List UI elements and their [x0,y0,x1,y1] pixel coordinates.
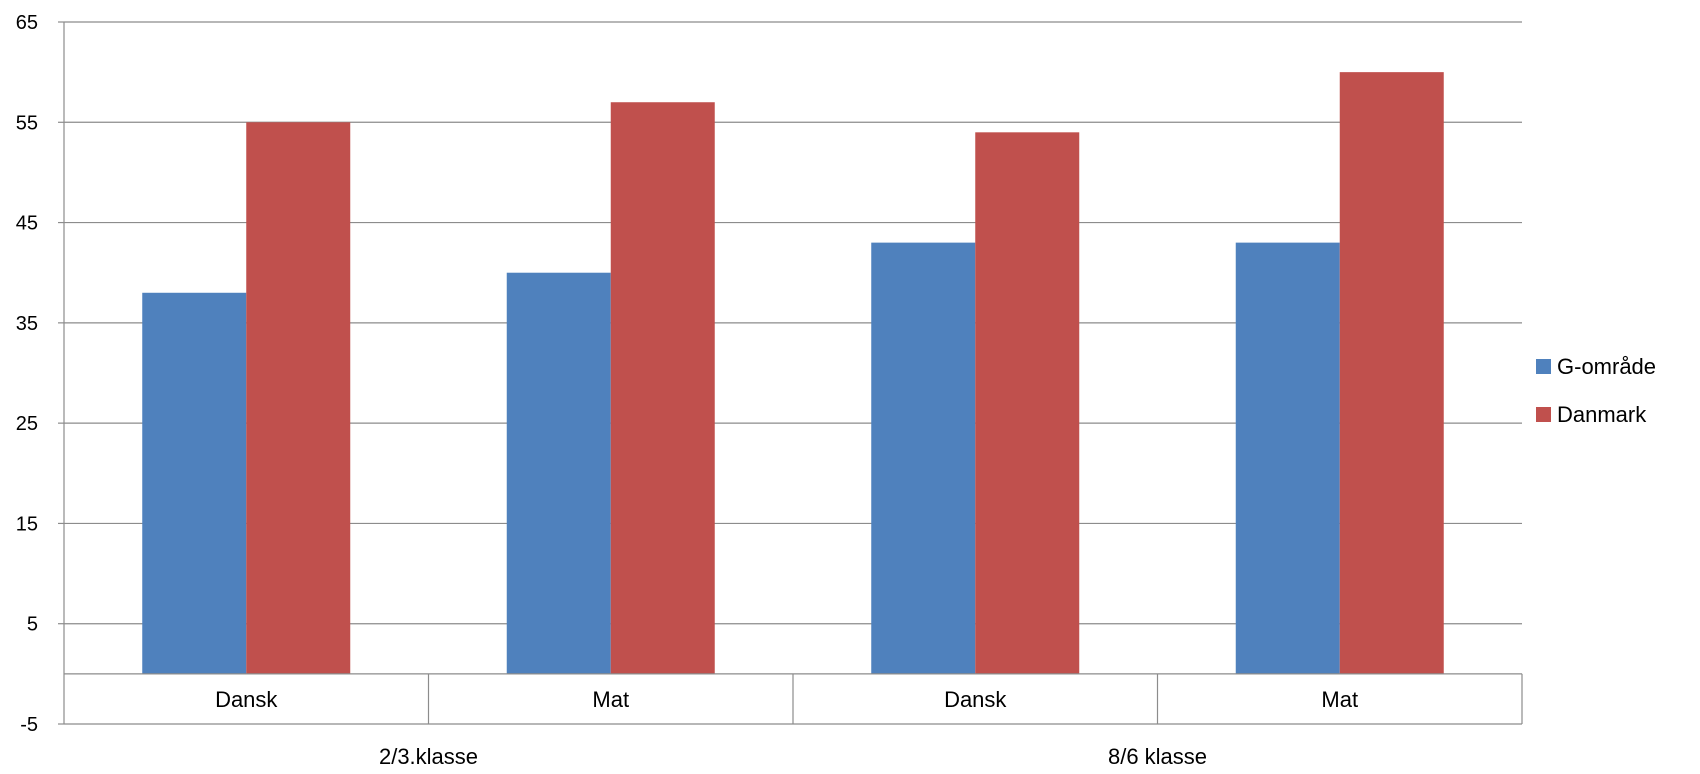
y-tick-label: 5 [27,614,38,636]
bar-danmark [975,132,1080,674]
y-tick-label: 15 [16,513,38,535]
bar-danmark [246,122,351,674]
bar-g-omrade [871,242,976,674]
bar-g-omrade [1235,242,1340,674]
y-tick-label: 25 [16,413,38,435]
legend: G-område Danmark [1536,354,1656,427]
x-group-label: 8/6 klasse [1108,744,1207,769]
x-category-label: Mat [592,687,629,712]
y-axis-ticks: -5 5 15 25 35 45 55 65 [16,12,65,736]
y-tick-label: 35 [16,313,38,335]
y-tick-label: 65 [16,12,38,34]
bar-g-omrade [506,272,611,674]
y-tick-label: 55 [16,112,38,134]
bars [142,72,1444,674]
x-category-label: Dansk [215,687,278,712]
legend-swatch [1536,407,1551,422]
bar-danmark [610,102,715,674]
y-tick-label: 45 [16,213,38,235]
x-category-label: Mat [1321,687,1358,712]
x-axis: Dansk Mat Dansk Mat 2/3.klasse 8/6 klasse [64,673,1523,769]
legend-swatch [1536,359,1551,374]
bar-danmark [1339,72,1444,674]
x-group-label: 2/3.klasse [379,744,478,769]
legend-label: G-område [1557,354,1656,379]
bar-g-omrade [142,292,247,674]
legend-label: Danmark [1557,402,1647,427]
x-category-label: Dansk [944,687,1007,712]
y-tick-label: -5 [20,714,38,736]
